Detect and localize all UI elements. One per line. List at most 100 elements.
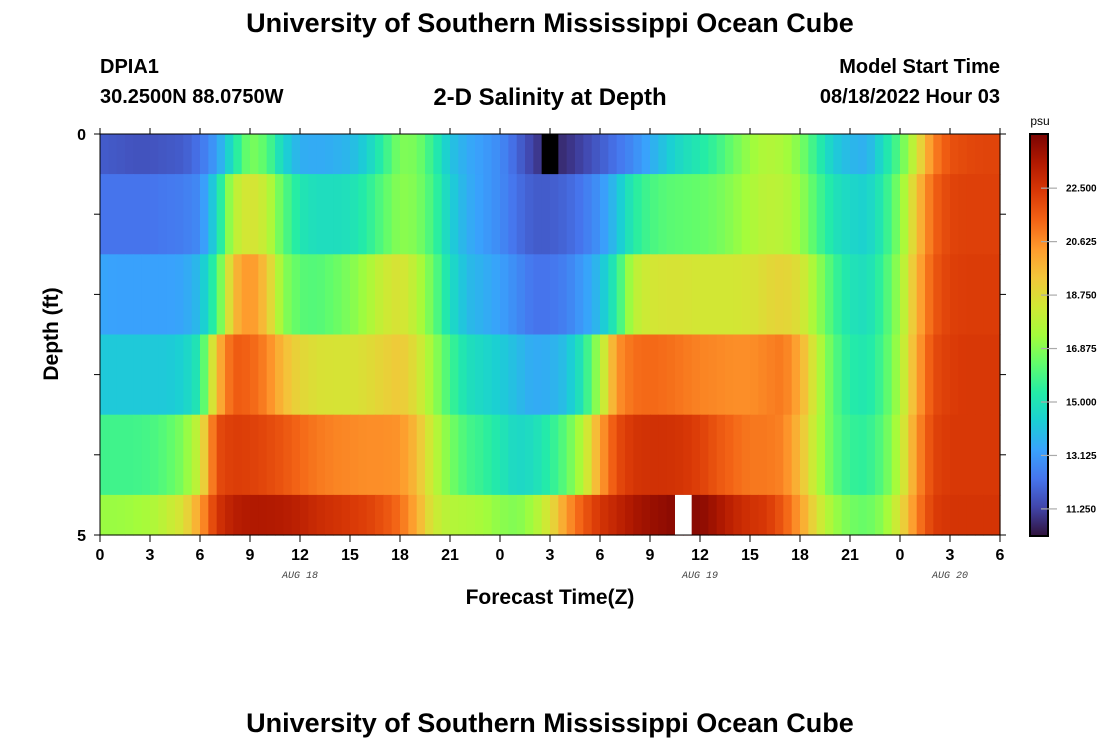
- heatmap-cell: [891, 494, 901, 536]
- heatmap-cell: [733, 254, 743, 336]
- heatmap-cell: [491, 334, 501, 416]
- heatmap-cell: [900, 414, 909, 496]
- heatmap-cell: [150, 174, 159, 255]
- heatmap-cell: [216, 334, 226, 416]
- heatmap-cell: [908, 334, 918, 416]
- heatmap-cell: [158, 134, 168, 175]
- x-tick-label: 21: [841, 547, 859, 564]
- heatmap-cell: [475, 334, 484, 416]
- heatmap-cell: [375, 334, 384, 416]
- heatmap-cell: [908, 174, 918, 255]
- heatmap-cell: [275, 254, 284, 336]
- heatmap-cell: [625, 134, 634, 175]
- heatmap-cell: [550, 414, 559, 496]
- heatmap-cell: [258, 494, 268, 536]
- x-tick-label: 0: [896, 547, 905, 564]
- heatmap-cell: [675, 414, 684, 496]
- heatmap-cell: [508, 134, 518, 175]
- heatmap-cell: [725, 134, 734, 175]
- heatmap-cell: [366, 174, 376, 255]
- heatmap-cell: [408, 414, 418, 496]
- heatmap-cell: [225, 254, 234, 336]
- heatmap-cell: [141, 494, 151, 536]
- heatmap-cell: [791, 414, 801, 496]
- heatmap-cell: [250, 134, 259, 175]
- heatmap-cell: [133, 254, 143, 336]
- heatmap-cell: [933, 414, 943, 496]
- heatmap-cell: [533, 254, 543, 336]
- heatmap-cell: [666, 414, 676, 496]
- heatmap-cell: [458, 414, 468, 496]
- heatmap-cell: [391, 254, 401, 336]
- heatmap-cell: [958, 334, 968, 416]
- heatmap-cell: [408, 174, 418, 255]
- heatmap-cell: [658, 134, 668, 175]
- heatmap-cell: [833, 134, 843, 175]
- heatmap-cell: [833, 174, 843, 255]
- heatmap-cell: [991, 414, 1001, 496]
- heatmap-cell: [408, 254, 418, 336]
- heatmap-cell: [775, 414, 784, 496]
- heatmap-cell: [158, 174, 168, 255]
- heatmap-cell: [625, 174, 634, 255]
- heatmap-cell: [608, 334, 618, 416]
- heatmap-cell: [750, 174, 759, 255]
- heatmap-cell: [133, 334, 143, 416]
- heatmap-cell: [950, 414, 959, 496]
- heatmap-cell: [491, 494, 501, 536]
- heatmap-cell: [450, 494, 459, 536]
- heatmap-cell: [141, 334, 151, 416]
- heatmap-cell: [866, 494, 876, 536]
- heatmap-cell: [766, 254, 776, 336]
- y-axis: 05: [77, 127, 1006, 545]
- heatmap-cell: [583, 414, 593, 496]
- heatmap-cell: [908, 414, 918, 496]
- heatmap-cell: [233, 254, 243, 336]
- heatmap-cell: [808, 334, 818, 416]
- heatmap-cell: [316, 174, 326, 255]
- heatmap-cell: [200, 494, 209, 536]
- heatmap-cell: [308, 174, 318, 255]
- heatmap-cell: [808, 254, 818, 336]
- heatmap-cell: [658, 494, 668, 536]
- heatmap-cell: [491, 174, 501, 255]
- heatmap-cell: [475, 254, 484, 336]
- heatmap-cell: [308, 414, 318, 496]
- x-date-label: AUG 19: [681, 571, 718, 582]
- heatmap-cell: [116, 254, 126, 336]
- heatmap-cell: [683, 334, 693, 416]
- heatmap-cell: [783, 414, 793, 496]
- heatmap-cell: [925, 254, 934, 336]
- heatmap-cell: [116, 414, 126, 496]
- heatmap-cell: [425, 494, 434, 536]
- heatmap-cell: [275, 334, 284, 416]
- heatmap-cell: [483, 134, 493, 175]
- heatmap-cell: [850, 134, 859, 175]
- heatmap-cell: [133, 414, 143, 496]
- heatmap-cell: [108, 494, 118, 536]
- heatmap-cell: [183, 494, 193, 536]
- heatmap-cell: [133, 174, 143, 255]
- heatmap-cell: [866, 334, 876, 416]
- heatmap-cell: [833, 494, 843, 536]
- heatmap-cell: [225, 414, 234, 496]
- station-coordinates: 30.2500N 88.0750W: [100, 86, 284, 108]
- heatmap-cell: [233, 134, 243, 175]
- heatmap-cell: [441, 334, 451, 416]
- heatmap-cell: [533, 494, 543, 536]
- heatmap-cell: [591, 414, 601, 496]
- heatmap-cell: [350, 174, 359, 255]
- heatmap-cell: [525, 334, 534, 416]
- heatmap-cell: [991, 254, 1001, 336]
- heatmap-cell: [250, 174, 259, 255]
- heatmap-cell: [483, 174, 493, 255]
- heatmap-cell: [400, 334, 409, 416]
- heatmap-cell: [950, 174, 959, 255]
- heatmap-cell: [558, 254, 568, 336]
- heatmap-cell: [325, 494, 334, 536]
- heatmap-cell: [625, 334, 634, 416]
- missing-data-cell: [541, 134, 559, 175]
- colorbar-tick-label: 18.750: [1066, 291, 1097, 302]
- heatmap-cell: [150, 494, 159, 536]
- heatmap-cell: [141, 414, 151, 496]
